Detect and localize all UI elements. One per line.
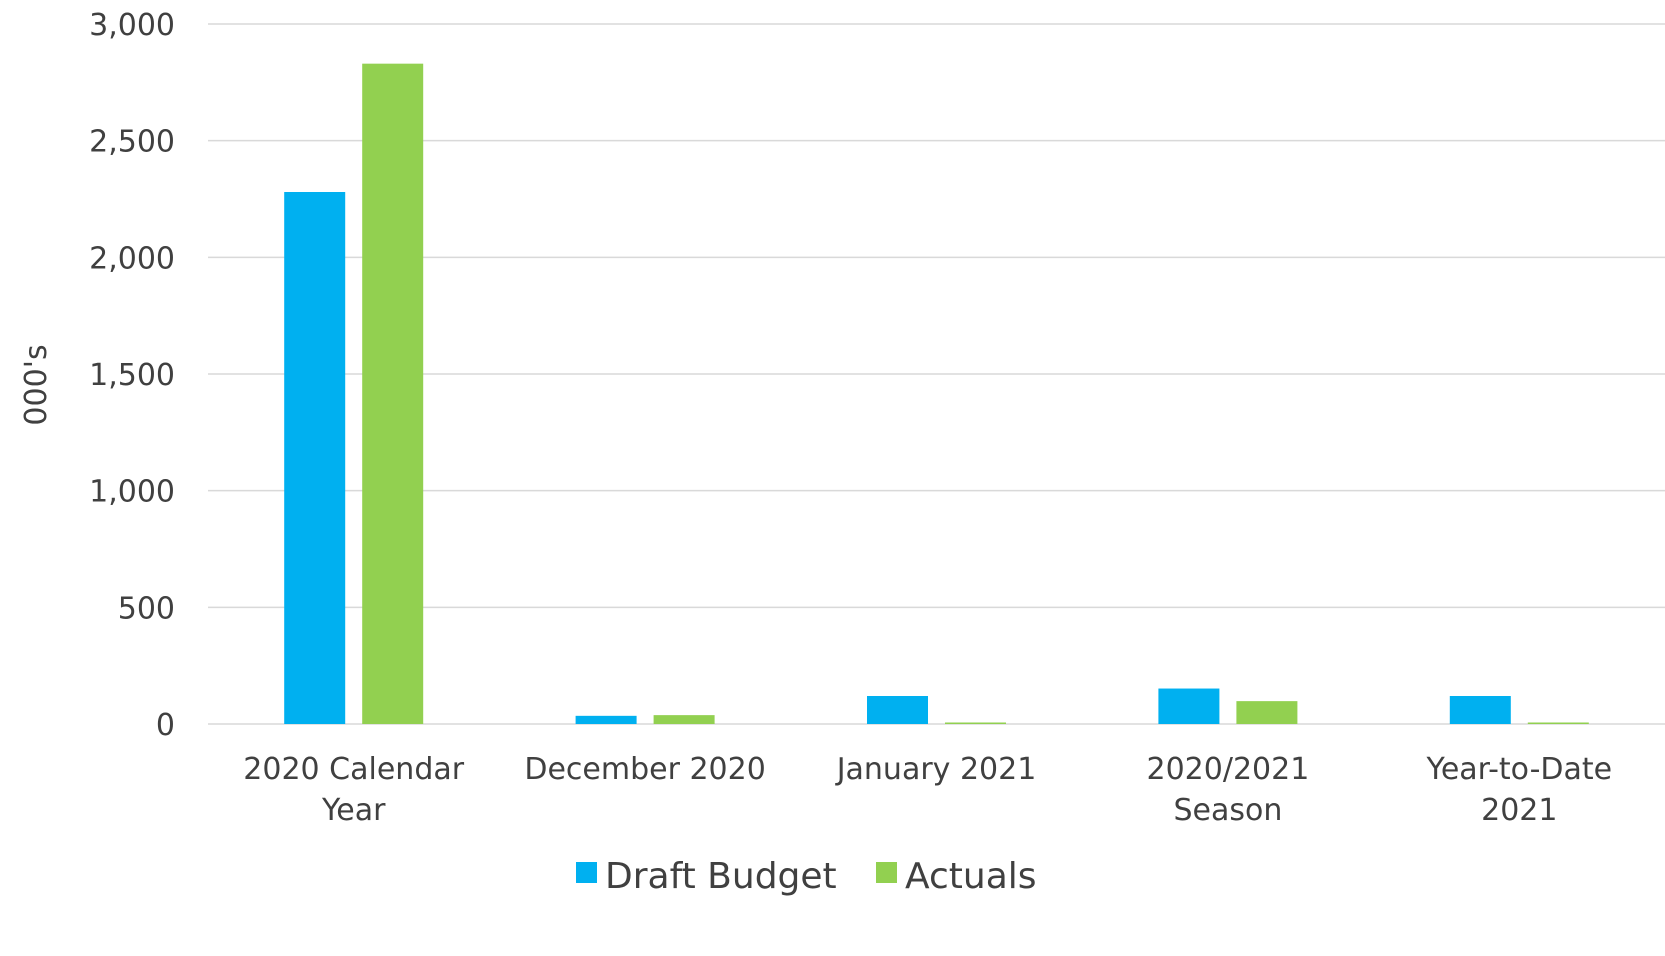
x-category-label: 2020/2021	[1146, 752, 1309, 787]
y-tick-label: 2,000	[89, 241, 175, 276]
y-tick-label: 1,500	[89, 358, 175, 393]
legend: Draft Budget Actuals	[576, 856, 1037, 897]
legend-swatch	[576, 862, 597, 883]
bar-draft-budget	[575, 715, 637, 724]
bar-actuals	[653, 715, 715, 724]
bar-draft-budget	[867, 696, 928, 724]
y-axis-title: 000's	[19, 344, 54, 425]
bar-series	[284, 63, 1589, 724]
bar-actuals	[1236, 701, 1298, 724]
y-tick-label: 500	[118, 591, 175, 626]
x-category-label: January 2021	[835, 752, 1037, 787]
bar-draft-budget	[284, 192, 346, 724]
y-axis-ticks: 0 500 1,000 1,500 2,000 2,500 3,000	[89, 8, 175, 743]
bar-actuals	[1527, 722, 1589, 724]
bar-actuals	[945, 722, 1006, 724]
gridlines	[208, 23, 1665, 725]
bar-draft-budget	[1449, 696, 1511, 724]
x-axis-categories: 2020 Calendar Year December 2020 January 20…	[243, 752, 1612, 828]
x-category-label: Season	[1173, 793, 1282, 828]
x-category-label: Year-to-Date	[1425, 752, 1612, 787]
bar-actuals	[362, 63, 424, 724]
x-category-label: 2021	[1481, 793, 1557, 828]
bar-draft-budget	[1158, 688, 1220, 724]
x-category-label: Year	[321, 793, 386, 828]
legend-label: Draft Budget	[605, 856, 837, 897]
legend-label: Actuals	[905, 856, 1037, 897]
y-tick-label: 1,000	[89, 475, 175, 510]
y-tick-label: 0	[156, 708, 175, 743]
legend-swatch	[876, 862, 897, 883]
x-category-label: December 2020	[524, 752, 765, 787]
y-tick-label: 3,000	[89, 8, 175, 43]
x-category-label: 2020 Calendar	[243, 752, 464, 787]
y-tick-label: 2,500	[89, 125, 175, 160]
